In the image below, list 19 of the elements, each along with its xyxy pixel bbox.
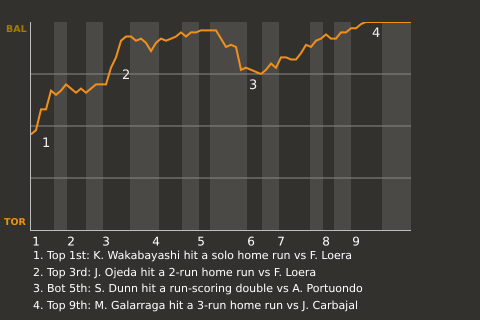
text: BAL — [6, 24, 27, 35]
x-tick-label: 9 — [352, 234, 360, 248]
annotation: 4 — [372, 26, 380, 41]
text: 1. Top 1st: K. Wakabayashi hit a solo home run vs F. Loera — [33, 249, 352, 262]
x-tick-label: 1 — [32, 234, 40, 248]
text: 3. Bot 5th: S. Dunn hit a run-scoring double vs A. Portuondo — [33, 282, 363, 295]
x-tick-label: 5 — [197, 234, 205, 248]
x-tick-label: 3 — [102, 234, 110, 248]
x-tick-label: 8 — [322, 234, 330, 248]
text: TOR — [4, 217, 27, 228]
x-tick-label: 7 — [277, 234, 285, 248]
annotation: 3 — [249, 78, 258, 93]
annotation: 2 — [122, 68, 130, 83]
x-tick-label: 2 — [67, 234, 75, 248]
annotation: 1 — [42, 136, 50, 151]
x-tick-label: 6 — [247, 234, 255, 248]
text: 4. Top 9th: M. Galarraga hit a 3-run home run vs J. Carbajal — [33, 299, 358, 312]
text: 2. Top 3rd: J. Ojeda hit a 2-run home run vs F. Loera — [33, 266, 316, 279]
x-tick-label: 4 — [152, 234, 160, 248]
